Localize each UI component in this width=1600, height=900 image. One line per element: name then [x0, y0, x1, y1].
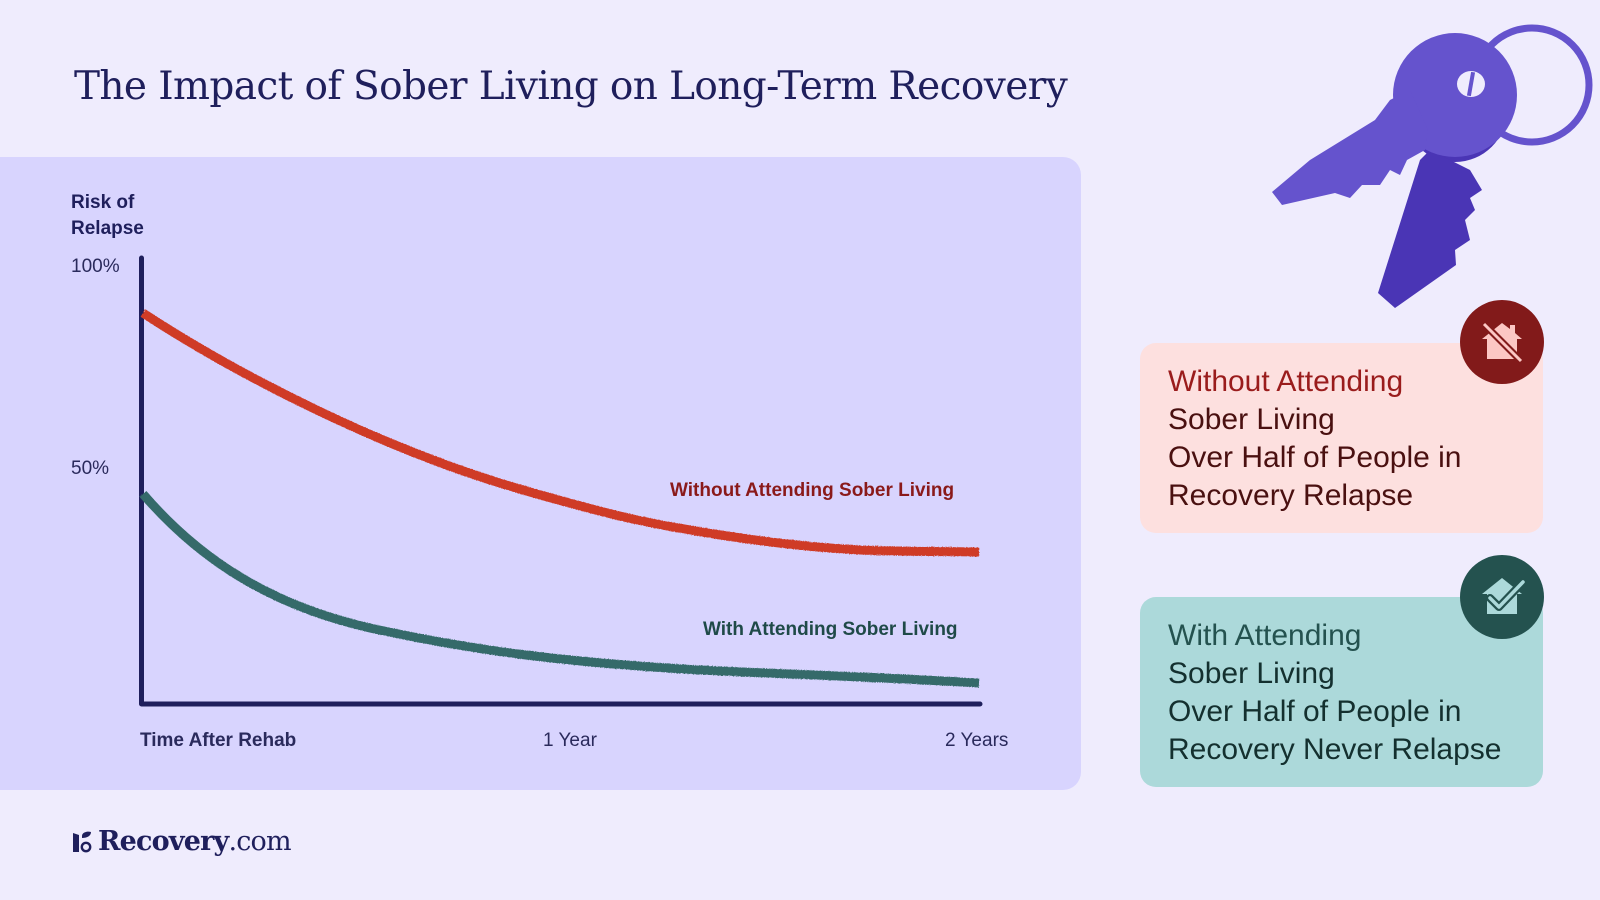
x-tick-1-year: 1 Year [543, 730, 597, 751]
chart-panel [0, 157, 1081, 790]
series-line-with [139, 491, 980, 688]
series-label-without: Without Attending Sober Living [670, 480, 955, 501]
card-heading: Without Attending [1168, 365, 1404, 398]
x-tick-start: Time After Rehab [140, 730, 297, 751]
leaf-logo-icon [73, 831, 92, 852]
y-tick-100: 100% [71, 256, 120, 277]
series-label-with: With Attending Sober Living [703, 619, 958, 640]
card-text-line: Sober Living [1168, 657, 1335, 690]
house-check-icon [1460, 555, 1544, 639]
y-axis-label-line1: Risk of [71, 192, 135, 213]
card-text-line: Over Half of People in [1168, 441, 1462, 474]
card-text-line: Recovery Never Relapse [1168, 733, 1502, 766]
series-line-without [140, 309, 980, 557]
card-text-line: Recovery Relapse [1168, 479, 1414, 512]
card-text-line: Over Half of People in [1168, 695, 1462, 728]
y-axis-label-line2: Relapse [71, 218, 144, 239]
house-crossed-out-icon [1460, 300, 1544, 384]
brand-logo: Recovery.com [72, 826, 292, 857]
chart-axes [139, 255, 983, 707]
brand-suffix: .com [228, 826, 291, 857]
card-text-line: Sober Living [1168, 403, 1335, 436]
x-tick-2-years: 2 Years [945, 730, 1009, 751]
card-heading: With Attending [1168, 619, 1362, 652]
y-axis-label: Risk of Relapse [71, 190, 191, 242]
page-title: The Impact of Sober Living on Long-Term … [74, 64, 1068, 109]
line-chart [139, 255, 983, 707]
brand-name: Recovery [98, 826, 229, 857]
y-tick-50: 50% [71, 458, 110, 479]
keys-icon [1272, 24, 1593, 308]
